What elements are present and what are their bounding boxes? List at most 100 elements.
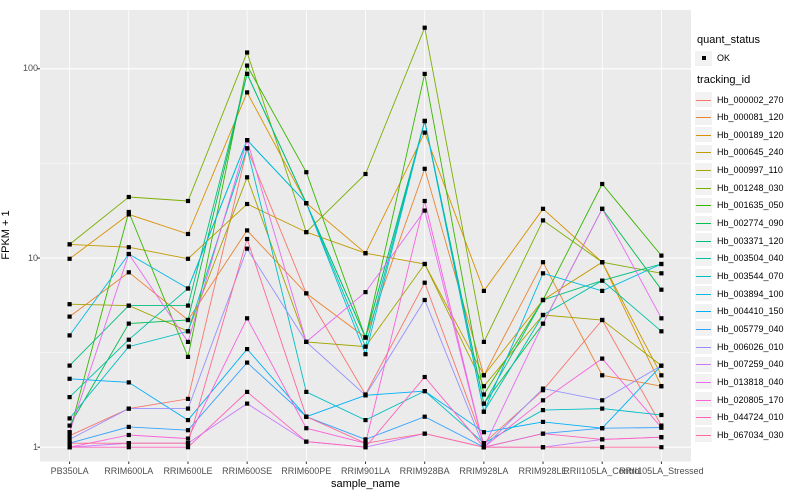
data-point [600,260,605,265]
legend-line-key-icon [695,286,712,302]
legend-line-key-icon [695,197,712,213]
data-point [363,393,368,398]
data-point [659,412,664,418]
data-point [126,424,131,429]
data-point [481,373,486,378]
legend-line-key-icon [695,339,712,355]
data-point [481,441,486,446]
data-point [540,297,546,303]
legend-item-Hb_000002_270: Hb_000002_270 [695,92,784,108]
data-point [185,198,191,204]
data-point [185,436,191,441]
data-point [126,344,131,349]
data-point [540,398,546,403]
data-point [185,354,191,359]
legend-item-Hb_044724_010: Hb_044724_010 [695,409,784,425]
data-point [245,360,250,365]
x-tick-label-PB350LA: PB350LA [50,466,89,476]
data-point [304,170,309,175]
data-point [245,389,250,394]
data-point [67,441,72,446]
data-point [600,445,605,450]
data-point [185,406,191,411]
data-point [126,245,131,250]
data-point [659,384,664,389]
data-point [67,416,72,421]
data-point [540,271,546,276]
data-point [422,25,427,30]
legend-label: Hb_003544_070 [717,271,784,281]
x-tick-label-RRII105LA_Stressed: RRII105LA_Stressed [619,466,704,476]
data-point [245,401,250,406]
x-axis-title: sample_name [330,478,401,490]
data-point [245,316,250,321]
data-point [67,256,72,261]
data-point [67,430,72,435]
data-point [481,288,486,293]
data-point [126,380,131,385]
data-point [67,423,72,428]
data-point [363,290,368,295]
legend-label: Hb_004410_150 [717,306,784,317]
data-point [481,384,486,389]
legend-line-key-icon [695,180,712,196]
data-point [185,339,191,344]
legend-label: Hb_044724_010 [717,412,784,423]
legend-line-key-icon [695,409,712,425]
data-point [126,251,131,257]
data-point [245,175,250,180]
data-point [600,317,605,323]
data-point [422,166,427,171]
x-tick-label-RRIM600LE: RRIM600LE [163,466,213,476]
data-point [126,441,131,446]
data-point [363,344,368,349]
data-point [540,408,546,413]
data-point [126,321,131,326]
legend-line-key-icon [695,374,712,390]
legend-label: Hb_013818_040 [717,376,784,387]
legend-line-key-icon [695,144,712,160]
legend-line-key-icon [695,427,712,443]
data-point [481,392,486,397]
data-point [659,261,664,267]
legend-item-Hb_000645_240: Hb_000645_240 [695,144,784,160]
data-point [659,363,664,368]
legend-label: Hb_000002_270 [717,94,784,105]
data-point [422,297,427,303]
data-point [540,321,546,326]
data-point [126,445,131,450]
data-point [422,431,427,436]
legend-item-Hb_003544_070: Hb_003544_070 [695,268,784,284]
legend-label: Hb_003894_100 [717,288,784,299]
legend-item-Hb_003894_100: Hb_003894_100 [695,286,784,302]
data-point [245,201,250,207]
legend-line-key-icon [695,233,712,249]
data-point [659,425,664,430]
legend-item-Hb_003504_040: Hb_003504_040 [695,250,784,266]
legend-item-quant-ok: OK [695,50,730,66]
data-point [659,329,664,334]
data-point [67,395,72,400]
legend-item-Hb_020805_170: Hb_020805_170 [695,392,784,408]
x-tick-label-RRII105LA_Control: RRII105LA_Control [563,466,642,476]
data-point [67,445,72,450]
data-point [185,329,191,334]
data-point [600,437,605,442]
data-point [67,433,72,438]
data-point [481,409,486,414]
legend-label: Hb_002774_090 [717,218,784,229]
data-point [481,339,486,344]
data-point [304,426,309,431]
data-point [245,246,250,251]
legend-item-Hb_013818_040: Hb_013818_040 [695,374,784,390]
data-point [304,230,309,235]
data-point [600,181,605,187]
y-tick-label-10: 10 [27,252,38,263]
data-point [304,389,309,394]
legend-item-Hb_000081_120: Hb_000081_120 [695,109,784,125]
legend-item-Hb_004410_150: Hb_004410_150 [695,303,784,319]
legend-label: Hb_020805_170 [717,394,784,405]
data-point [422,280,427,285]
legend-label: Hb_000081_120 [717,112,784,123]
